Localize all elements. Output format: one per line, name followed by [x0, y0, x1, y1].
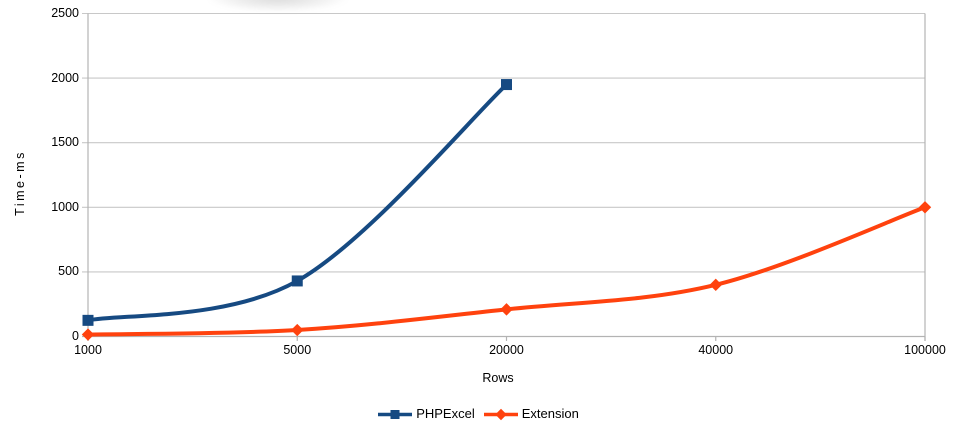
y-tick-label: 1000: [51, 199, 79, 214]
data-point-extension: [500, 303, 513, 316]
data-point-extension: [918, 201, 932, 214]
x-tick-label: 100000: [904, 343, 946, 357]
data-point-phpexcel: [501, 79, 512, 91]
series-line-phpexcel: [86, 82, 509, 323]
x-axis-title: Rows: [482, 371, 514, 385]
x-tick-label: 20000: [489, 343, 524, 357]
legend-label-phpexcel: PHPExcel: [416, 406, 475, 421]
legend-item-phpexcel[interactable]: PHPExcel: [378, 406, 475, 422]
legend-item-extension[interactable]: Extension: [483, 406, 579, 422]
data-point-phpexcel: [291, 275, 303, 287]
y-tick-label: 1500: [51, 135, 79, 150]
data-point-extension: [709, 278, 722, 292]
data-point-extension: [81, 328, 95, 341]
data-point-extension: [291, 323, 304, 337]
y-tick-label: 2500: [51, 6, 79, 20]
phpexcel-series-key-icon: [378, 409, 413, 419]
data-point-phpexcel: [82, 314, 94, 326]
y-tick-label: 2000: [51, 70, 79, 85]
x-tick-label: 1000: [74, 343, 102, 357]
y-axis-title: Time-ms: [13, 150, 27, 216]
legend: PHPExcel Extension: [0, 406, 957, 422]
y-tick-label: 500: [58, 264, 79, 279]
x-tick-label: 5000: [283, 343, 312, 357]
x-tick-label: 40000: [698, 343, 734, 357]
extension-series-key-icon: [483, 408, 518, 420]
legend-label-extension: Extension: [521, 406, 579, 421]
y-tick-label: 0: [72, 329, 79, 343]
